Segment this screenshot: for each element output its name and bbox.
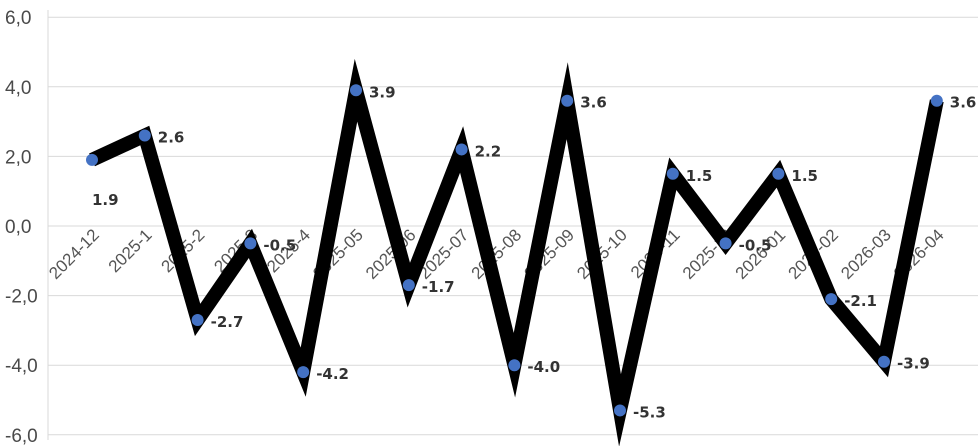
data-point bbox=[455, 143, 468, 156]
y-tick-label: -6,0 bbox=[5, 426, 38, 446]
data-label: 3.6 bbox=[580, 94, 607, 112]
data-point bbox=[244, 237, 257, 250]
y-axis-ticks: 6,0 4,0 2,0 0,0 -2,0 -4,0 -6,0 bbox=[5, 8, 38, 446]
y-tick-label: 6,0 bbox=[5, 8, 31, 29]
data-point bbox=[138, 129, 151, 142]
data-label: 1.5 bbox=[686, 167, 713, 185]
data-point bbox=[508, 359, 521, 372]
data-label: -4.2 bbox=[316, 365, 349, 383]
data-point bbox=[772, 167, 785, 180]
data-label: -3.9 bbox=[897, 355, 930, 373]
data-label: 1.5 bbox=[791, 167, 818, 185]
y-tick-label: 2,0 bbox=[5, 147, 31, 168]
data-label: -2.1 bbox=[844, 292, 877, 310]
data-label: -4.0 bbox=[527, 358, 560, 376]
data-point bbox=[402, 279, 415, 292]
data-label: 3.9 bbox=[369, 83, 396, 101]
data-point bbox=[719, 237, 732, 250]
data-label: 3.6 bbox=[950, 94, 977, 112]
y-tick-label: 0,0 bbox=[5, 217, 31, 238]
x-tick-label: 2025-1 bbox=[105, 225, 156, 276]
data-point bbox=[561, 94, 574, 107]
data-point bbox=[191, 313, 204, 326]
data-label: 1.9 bbox=[92, 191, 119, 209]
data-point bbox=[825, 293, 838, 306]
data-label: -0.5 bbox=[263, 236, 296, 254]
data-label: -1.7 bbox=[422, 278, 455, 296]
data-point bbox=[614, 404, 626, 417]
data-point bbox=[878, 355, 890, 368]
x-tick-label: 2024-12 bbox=[45, 225, 103, 283]
data-label: 2.2 bbox=[475, 142, 502, 160]
data-point bbox=[350, 84, 362, 97]
x-tick-label: 2026-03 bbox=[837, 225, 895, 283]
data-labels: 1.9 2.6 -2.7 -0.5 -4.2 3.9 -1.7 2.2 -4.0 3.6 -5.3 1… bbox=[92, 83, 976, 421]
data-label: -5.3 bbox=[633, 403, 666, 421]
y-tick-label: 4,0 bbox=[5, 78, 31, 99]
y-tick-label: -4,0 bbox=[5, 356, 38, 377]
data-label: -0.5 bbox=[739, 236, 772, 254]
data-label: 2.6 bbox=[158, 129, 185, 147]
data-point bbox=[930, 94, 943, 107]
data-point bbox=[86, 153, 98, 166]
y-tick-label: -2,0 bbox=[5, 287, 38, 308]
data-label: -2.7 bbox=[211, 313, 244, 331]
data-point bbox=[297, 366, 310, 379]
data-point bbox=[666, 167, 679, 180]
series-markers bbox=[86, 84, 943, 417]
gridlines bbox=[48, 16, 978, 436]
